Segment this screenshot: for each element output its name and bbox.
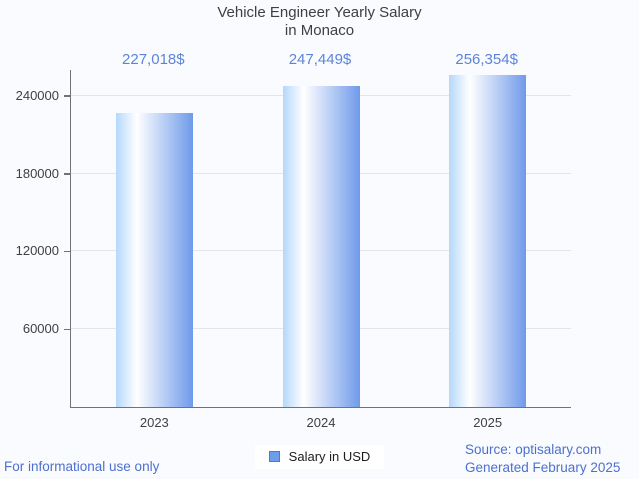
footer-source-block: Source: optisalary.com Generated Februar… (465, 441, 620, 477)
chart-title-line2: in Monaco (284, 22, 355, 39)
legend-label: Salary in USD (288, 449, 371, 464)
bar-value-label: 227,018$ (122, 51, 185, 68)
x-axis-label: 2023 (139, 415, 169, 430)
x-axis-label: 2024 (306, 415, 336, 430)
chart-title: Vehicle Engineer Yearly Salary in Monaco (0, 4, 639, 40)
legend: Salary in USD (0, 445, 639, 469)
y-axis-label: 180000 (15, 165, 59, 181)
y-axis-tick (64, 95, 70, 97)
legend-swatch-icon (268, 451, 280, 462)
footer-generated: Generated February 2025 (465, 460, 621, 475)
bar-2025[interactable] (449, 74, 527, 407)
bar-value-label: 247,449$ (288, 51, 352, 68)
y-axis-tick (64, 173, 70, 175)
bar-2023[interactable] (115, 112, 193, 407)
chart-title-line1: Vehicle Engineer Yearly Salary (217, 4, 422, 21)
x-axis-label: 2025 (473, 415, 503, 430)
y-axis-tick (64, 328, 70, 331)
footer-source-link[interactable]: Source: optisalary.com (465, 442, 602, 457)
bar-2024[interactable] (282, 86, 360, 407)
footer-disclaimer: For informational use only (4, 459, 160, 474)
y-axis-label: 60000 (22, 321, 59, 337)
bar-value-label: 256,354$ (455, 51, 518, 68)
y-axis-label: 120000 (15, 243, 59, 259)
legend-box: Salary in USD (254, 445, 385, 469)
plot-area: 60000 120000 180000 240000 2023 2024 2025 (16, 70, 571, 430)
y-axis-tick (64, 250, 70, 253)
y-axis-label: 240000 (15, 87, 59, 103)
